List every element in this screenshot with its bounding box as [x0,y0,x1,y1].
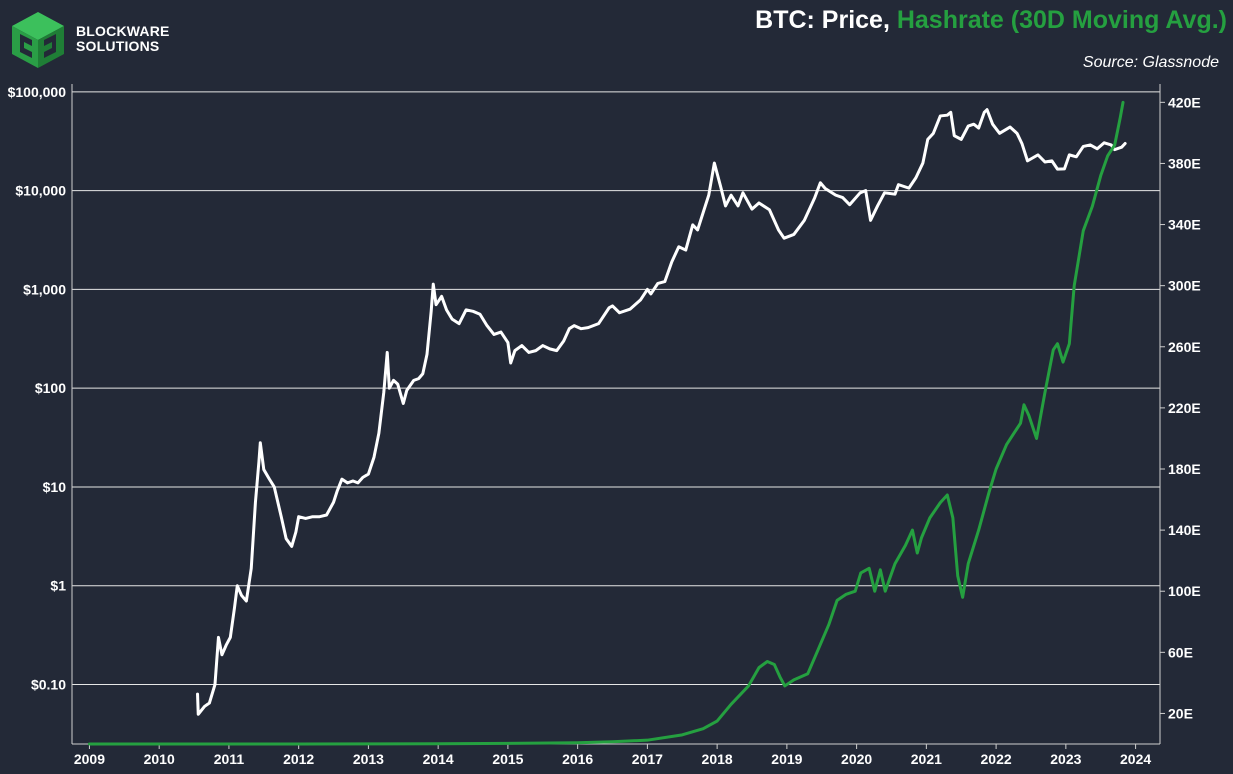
y-right-tick-label: 140E [1168,522,1201,538]
x-tick-label: 2010 [144,751,175,767]
y-left-tick-label: $10 [43,479,67,495]
brand-line-2: SOLUTIONS [76,38,160,54]
x-tick-label: 2018 [702,751,733,767]
y-right-tick-label: 100E [1168,583,1201,599]
chart-title-main: BTC: Price, [755,6,897,34]
x-tick-label: 2019 [771,751,802,767]
x-tick-label: 2021 [911,751,942,767]
y-right-tick-label: 220E [1168,400,1201,416]
blockware-cube-logo-icon [12,12,64,68]
x-tick-label: 2017 [632,751,663,767]
y-right-tick-label: 260E [1168,339,1201,355]
y-left-tick-label: $0.10 [31,677,66,693]
price-line [196,108,1127,716]
y-left-tick-label: $1 [50,578,66,594]
chart-title-highlight: Hashrate (30D Moving Avg.) [896,6,1227,34]
x-tick-label: 2016 [562,751,593,767]
x-tick-label: 2014 [423,751,454,767]
gridlines [72,91,1160,686]
y-left-tick-label: $10,000 [15,183,66,199]
series-layer [87,100,1127,746]
brand-line-1: BLOCKWARE [76,23,170,39]
x-tick-label: 2015 [492,751,523,767]
brand-name: BLOCKWARE SOLUTIONS [76,24,170,54]
x-tick-label: 2009 [74,751,105,767]
brand-logo: BLOCKWARE SOLUTIONS [8,10,178,68]
y-left-tick-label: $1,000 [23,281,66,297]
y-left-tick-label: $100,000 [8,84,67,100]
y-right-tick-label: 340E [1168,217,1201,233]
x-tick-label: 2011 [214,751,245,767]
x-tick-label: 2023 [1050,751,1081,767]
axes: $0.10 $1 $10 $100 $1,000 $10,000 $100,000 20E 60… [8,84,1201,767]
y-right-tick-label: 180E [1168,461,1201,477]
x-tick-label: 2022 [981,751,1012,767]
y-right-tick-label: 20E [1168,705,1193,721]
hashrate-line [87,100,1125,746]
chart-title: BTC: Price, Hashrate (30D Moving Avg.) [755,6,1227,35]
y-right-tick-label: 60E [1168,644,1193,660]
x-tick-label: 2013 [353,751,384,767]
chart-source: Source: Glassnode [1082,54,1219,71]
y-right-tick-label: 300E [1168,278,1201,294]
y-left-tick-label: $100 [35,380,66,396]
x-tick-label: 2020 [841,751,872,767]
y-right-tick-label: 380E [1168,155,1201,171]
y-right-tick-label: 420E [1168,94,1201,110]
x-tick-label: 2024 [1120,751,1151,767]
x-tick-label: 2012 [283,751,314,767]
